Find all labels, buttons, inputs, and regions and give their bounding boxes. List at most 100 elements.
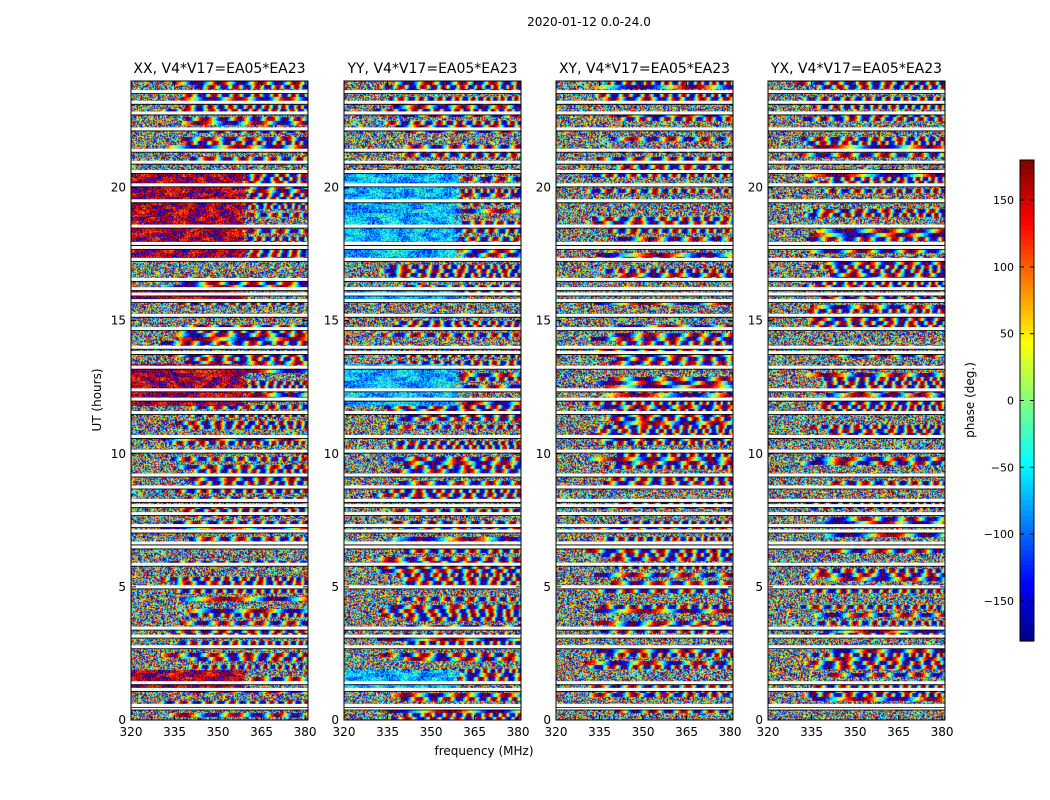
flagged-gap [556, 634, 733, 638]
colorbar-segment [1020, 235, 1034, 241]
flagged-gap [768, 626, 945, 630]
flagged-gap [344, 562, 521, 566]
flagged-gap [768, 410, 945, 414]
flagged-gap [556, 545, 733, 549]
flagged-gap [131, 410, 308, 414]
flagged-gap [768, 299, 945, 303]
flagged-gap [344, 277, 521, 281]
flagged-gap [344, 545, 521, 549]
colorbar-segment [1020, 540, 1034, 547]
y-tick-label: 10 [324, 447, 339, 461]
panel-frame [130, 80, 309, 721]
colorbar-segment [1020, 275, 1034, 281]
flagged-gap [556, 529, 733, 533]
flagged-gap [768, 313, 945, 317]
flagged-gap [131, 541, 308, 545]
colorbar-segment [1020, 260, 1034, 266]
colorbar-segment [1020, 445, 1034, 452]
flagged-gap [768, 345, 945, 349]
flagged-gap [768, 504, 945, 508]
flagged-gap [344, 245, 521, 249]
colorbar-tick-label: 0 [1007, 395, 1014, 408]
colorbar-segment [1020, 400, 1034, 407]
colorbar-segment [1020, 615, 1034, 622]
flagged-gap [556, 345, 733, 349]
flagged-gap [131, 170, 308, 174]
colorbar-segment [1020, 555, 1034, 562]
colorbar-segment [1020, 560, 1034, 567]
flagged-gap [768, 183, 945, 187]
y-tick-label: 0 [755, 713, 763, 727]
heatmap-panel: YY, V4*V17=EA05*EA23 320 335 350 365 380 0 5 10 1… [324, 61, 530, 739]
flagged-gap [556, 388, 733, 392]
flagged-gap [556, 524, 733, 528]
flagged-gap [131, 224, 308, 228]
y-tick-label: 15 [111, 314, 126, 328]
flagged-gap [344, 449, 521, 453]
flagged-gap [344, 299, 521, 303]
flagged-gap [556, 183, 733, 187]
flagged-gap [556, 351, 733, 355]
colorbar-segment [1020, 380, 1034, 387]
flagged-gap [131, 512, 308, 516]
x-tick-label: 320 [545, 725, 568, 739]
flagged-gap [344, 681, 521, 685]
colorbar-tick-label: 50 [1000, 328, 1014, 341]
x-tick-label: 365 [250, 725, 273, 739]
colorbar-segment [1020, 630, 1034, 637]
colorbar-segment [1020, 375, 1034, 382]
colorbar-segment [1020, 395, 1034, 402]
flagged-gap [768, 245, 945, 249]
flagged-gap [131, 449, 308, 453]
x-tick-label: 380 [719, 725, 742, 739]
flagged-gap [344, 160, 521, 164]
x-tick-label: 380 [507, 725, 530, 739]
flagged-gap [556, 687, 733, 691]
flagged-gap [344, 498, 521, 502]
y-tick-label: 0 [331, 713, 339, 727]
y-tick-label: 15 [536, 314, 551, 328]
flagged-gap [768, 681, 945, 685]
colorbar-segment [1020, 430, 1034, 437]
flagged-gap [768, 127, 945, 131]
colorbar-segment [1020, 595, 1034, 602]
colorbar-segment [1020, 365, 1034, 372]
flagged-gap [344, 111, 521, 115]
x-tick-label: 335 [376, 725, 399, 739]
colorbar: 150 100 50 0 −50 −100 −150 [984, 159, 1035, 642]
flagged-gap [556, 199, 733, 203]
colorbar-segment [1020, 210, 1034, 216]
flagged-gap [344, 529, 521, 533]
flagged-gap [131, 183, 308, 187]
colorbar-segment [1020, 350, 1034, 357]
y-tick-label: 5 [755, 580, 763, 594]
flagged-gap [344, 541, 521, 545]
flagged-gap [131, 529, 308, 533]
flagged-gap [556, 224, 733, 228]
flagged-gap [344, 397, 521, 401]
flagged-gap [131, 148, 308, 152]
flagged-gap [344, 170, 521, 174]
colorbar-segment [1020, 370, 1034, 377]
colorbar-tick-label: 100 [993, 261, 1014, 274]
colorbar-segment [1020, 265, 1034, 271]
colorbar-segment [1020, 580, 1034, 587]
flagged-gap [131, 199, 308, 203]
flagged-gap [768, 473, 945, 477]
colorbar-segment [1020, 160, 1034, 166]
flagged-gap [768, 170, 945, 174]
panel-frame [555, 80, 734, 721]
flagged-gap [556, 292, 733, 296]
colorbar-segment [1020, 300, 1034, 306]
colorbar-segment [1020, 465, 1034, 472]
x-tick-label: 335 [588, 725, 611, 739]
flagged-gap [344, 504, 521, 508]
colorbar-segment [1020, 475, 1034, 482]
colorbar-segment [1020, 470, 1034, 477]
flagged-gap [768, 160, 945, 164]
flagged-gap [768, 111, 945, 115]
flagged-gap [768, 524, 945, 528]
flagged-gap [768, 434, 945, 438]
y-tick-label: 20 [536, 181, 551, 195]
